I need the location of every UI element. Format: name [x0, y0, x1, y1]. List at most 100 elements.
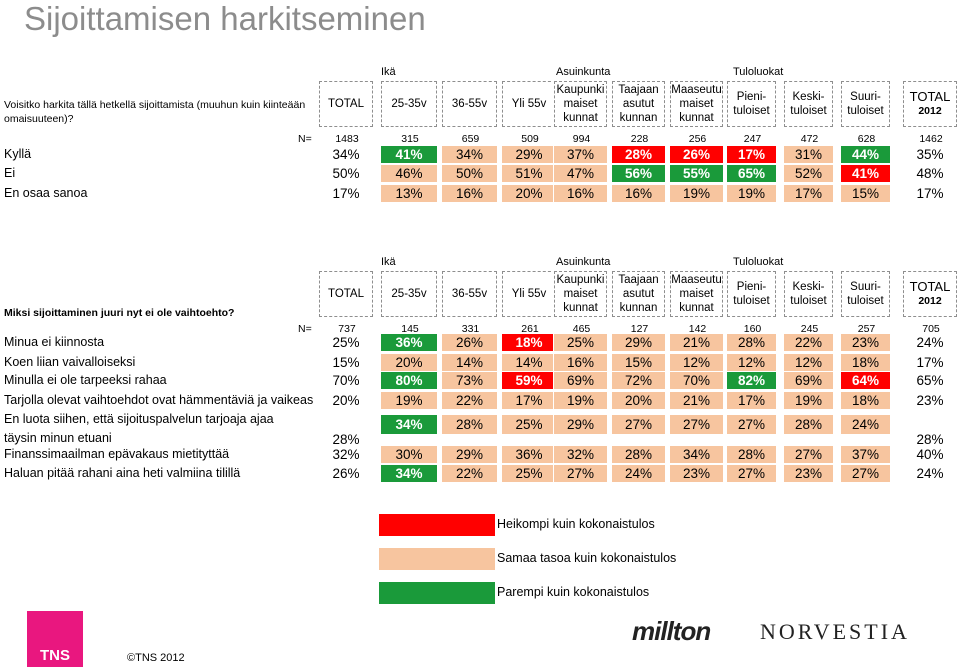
norvestia-logo: NORVESTIA [760, 619, 910, 644]
t2-cell: 20% [332, 393, 360, 408]
t2-header-r2: Taajaan asutut kunnan [611, 270, 666, 318]
t1-cell: 51% [501, 164, 557, 183]
t2-cell: 23% [783, 464, 834, 483]
t2-n-total2012: 705 [922, 323, 940, 335]
t2-cell: 26% [441, 333, 498, 352]
t2-n-r2: 127 [630, 323, 649, 335]
t2-cell: 21% [669, 391, 724, 410]
t1-cell: 37% [553, 145, 608, 164]
t1-cell: 16% [441, 184, 498, 203]
t1-header-a3: Yli 55v [501, 80, 557, 128]
t2-header-a3: Yli 55v [501, 270, 557, 318]
t2-header-r3: Maaseutu maiset kunnat [669, 270, 724, 318]
t2-cell: 28% [726, 445, 777, 464]
t2-cell: 24% [916, 466, 944, 481]
t1-cell: 17% [916, 186, 944, 201]
t1-cell: 29% [501, 145, 557, 164]
t1-header-total2012: TOTAL 2012 [902, 80, 958, 128]
t1-cell: 16% [611, 184, 666, 203]
t2-cell: 36% [501, 445, 557, 464]
t2-cell: 20% [611, 391, 666, 410]
t2-cell: 34% [380, 414, 438, 435]
t2-header-i3: Suuri-tuloiset [840, 270, 891, 318]
t2-cell: 12% [783, 353, 834, 372]
t1-row-label: En osaa sanoa [4, 186, 88, 200]
t2-cell: 32% [553, 445, 608, 464]
t1-cell: 17% [332, 186, 360, 201]
t2-header-i1: Pieni-tuloiset [726, 270, 777, 318]
t2-cell: 64% [840, 371, 891, 390]
t2-cell: 23% [669, 464, 724, 483]
t1-cell: 17% [726, 145, 777, 164]
t2-cell: 27% [611, 414, 666, 435]
t2-cell: 72% [611, 371, 666, 390]
t2-cell: 32% [332, 447, 360, 462]
t2-n-r3: 142 [688, 323, 707, 335]
t1-cell: 34% [332, 147, 360, 162]
t2-header-r1: Kaupunki maiset kunnat [553, 270, 608, 318]
t2-cell: 19% [553, 391, 608, 410]
t1-question: Voisitko harkita tällä hetkellä sijoitta… [4, 99, 306, 125]
t2-cell: 73% [441, 371, 498, 390]
t1-cell: 41% [380, 145, 438, 164]
t1-header-i3: Suuri-tuloiset [840, 80, 891, 128]
t2-cell: 27% [840, 464, 891, 483]
t2-cell: 26% [332, 466, 360, 481]
t2-n-i2: 245 [800, 323, 819, 335]
legend-swatch [379, 582, 495, 604]
t2-cell: 15% [611, 353, 666, 372]
t1-group-age: Ikä [381, 66, 396, 78]
t1-cell: 13% [380, 184, 438, 203]
t2-cell: 27% [669, 414, 724, 435]
t1-n-total: 1483 [335, 133, 359, 145]
legend-swatch [379, 514, 495, 536]
t2-cell: 28% [916, 432, 944, 447]
t2-header-a1: 25-35v [380, 270, 438, 318]
t1-cell: 55% [669, 164, 724, 183]
t2-cell: 24% [916, 335, 944, 350]
t2-cell: 24% [840, 414, 891, 435]
t2-cell: 34% [669, 445, 724, 464]
t2-cell: 27% [783, 445, 834, 464]
t2-cell: 21% [669, 333, 724, 352]
t2-cell: 22% [441, 464, 498, 483]
t2-cell: 27% [553, 464, 608, 483]
t2-cell: 25% [501, 464, 557, 483]
t2-header-total2012: TOTAL 2012 [902, 270, 958, 318]
t2-cell: 27% [726, 464, 777, 483]
t2-cell: 65% [916, 373, 944, 388]
t1-cell: 47% [553, 164, 608, 183]
t1-header-total: TOTAL [318, 80, 374, 128]
t1-cell: 17% [783, 184, 834, 203]
t2-cell: 69% [783, 371, 834, 390]
t2-header-i2: Keski-tuloiset [783, 270, 834, 318]
t1-cell: 65% [726, 164, 777, 183]
t2-n-i3: 257 [857, 323, 876, 335]
t1-n-r3: 256 [688, 133, 707, 145]
t2-row-label: Minulla ei ole tarpeeksi rahaa [4, 373, 167, 387]
t2-cell: 19% [783, 391, 834, 410]
t2-cell: 28% [726, 333, 777, 352]
t1-header-r1: Kaupunki maiset kunnat [553, 80, 608, 128]
t1-n-a3: 509 [521, 133, 539, 145]
t1-n-a2: 659 [461, 133, 480, 145]
t2-group-income: Tuloluokat [733, 256, 784, 268]
t1-header-r3: Maaseutu maiset kunnat [669, 80, 724, 128]
t2-row-label: En luota siihen, että sijoituspalvelun t… [4, 412, 274, 445]
t2-cell: 70% [332, 373, 360, 388]
t1-n-r2: 228 [630, 133, 649, 145]
legend-label: Parempi kuin kokonaistulos [497, 585, 650, 599]
t1-cell: 46% [380, 164, 438, 183]
t2-n-r1: 465 [572, 323, 591, 335]
t2-cell: 37% [840, 445, 891, 464]
t2-cell: 23% [916, 393, 944, 408]
t2-cell: 17% [726, 391, 777, 410]
t2-cell: 14% [501, 353, 557, 372]
t2-header-total: TOTAL [318, 270, 374, 318]
t1-cell: 28% [611, 145, 666, 164]
t2-row-label: Haluan pitää rahani aina heti valmiina t… [4, 466, 241, 480]
t2-cell: 18% [840, 391, 891, 410]
t2-cell: 15% [332, 355, 360, 370]
t2-cell: 28% [611, 445, 666, 464]
t2-cell: 28% [332, 432, 360, 447]
